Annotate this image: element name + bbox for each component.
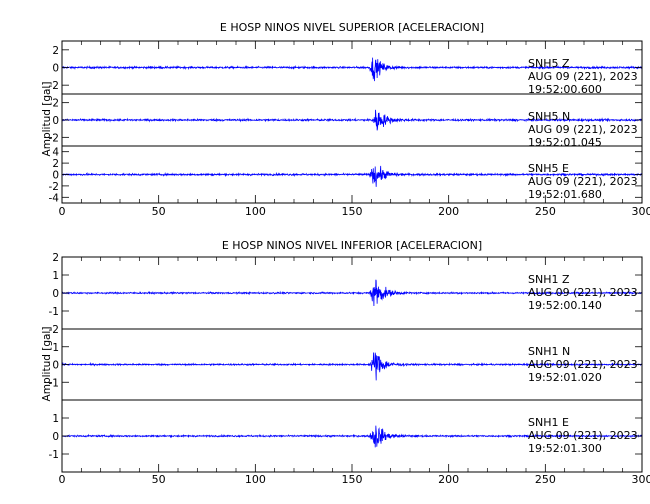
y-tick-label: -1: [49, 449, 59, 461]
station-label: SNH1 N: [528, 345, 570, 358]
y-tick-label: 2: [52, 45, 59, 57]
y-tick-label: -2: [49, 80, 59, 92]
x-tick-label: 50: [152, 205, 166, 218]
y-tick-label: 2: [52, 98, 59, 110]
station-label: SNH5 N: [528, 110, 570, 123]
y-tick-label: 0: [52, 170, 59, 182]
x-tick-label: 150: [342, 473, 363, 486]
y-tick-label: -1: [49, 306, 59, 318]
x-tick-label: 100: [245, 205, 266, 218]
station-label: AUG 09 (221), 2023: [528, 286, 638, 299]
x-tick-label: 300: [632, 205, 650, 218]
station-label: AUG 09 (221), 2023: [528, 70, 638, 83]
chart-title: E HOSP NINOS NIVEL INFERIOR [ACELERACION…: [222, 239, 482, 252]
station-label: 19:52:00.140: [528, 299, 602, 312]
station-label: SNH1 E: [528, 416, 569, 429]
station-label: 19:52:01.045: [528, 136, 602, 149]
y-axis-label: Amplitud [gal]: [41, 82, 53, 157]
station-label: AUG 09 (221), 2023: [528, 358, 638, 371]
x-tick-label: 50: [152, 473, 166, 486]
station-label: AUG 09 (221), 2023: [528, 429, 638, 442]
station-label: 19:52:01.020: [528, 371, 602, 384]
y-tick-label: 0: [52, 63, 59, 75]
y-tick-label: -2: [49, 132, 59, 144]
y-tick-label: 0: [52, 115, 59, 127]
x-tick-label: 0: [59, 205, 66, 218]
x-tick-label: 150: [342, 205, 363, 218]
y-tick-label: 2: [52, 158, 59, 170]
station-label: SNH1 Z: [528, 273, 570, 286]
x-tick-label: 0: [59, 473, 66, 486]
y-axis-label: Amplitud [gal]: [41, 327, 53, 402]
y-tick-label: 1: [52, 413, 59, 425]
y-tick-label: -4: [49, 192, 60, 204]
chart-title: E HOSP NINOS NIVEL SUPERIOR [ACELERACION…: [220, 21, 484, 34]
chart-2: E HOSP NINOS NIVEL INFERIOR [ACELERACION…: [41, 239, 650, 486]
station-label: AUG 09 (221), 2023: [528, 123, 638, 136]
x-tick-label: 250: [535, 473, 556, 486]
y-tick-label: 1: [52, 342, 59, 354]
chart-1: E HOSP NINOS NIVEL SUPERIOR [ACELERACION…: [41, 21, 650, 218]
y-tick-label: 0: [52, 431, 59, 443]
y-tick-label: 0: [52, 288, 59, 300]
x-tick-label: 200: [438, 205, 459, 218]
y-tick-label: -2: [49, 181, 59, 193]
y-tick-label: 0: [52, 360, 59, 372]
station-label: SNH5 E: [528, 162, 569, 175]
y-tick-label: 4: [52, 147, 59, 159]
y-tick-label: 1: [52, 270, 59, 282]
y-tick-label: 2: [52, 252, 59, 264]
x-tick-label: 250: [535, 205, 556, 218]
x-tick-label: 200: [438, 473, 459, 486]
station-label: SNH5 Z: [528, 57, 570, 70]
station-label: AUG 09 (221), 2023: [528, 175, 638, 188]
x-tick-label: 100: [245, 473, 266, 486]
y-tick-label: -2: [49, 324, 59, 336]
x-tick-label: 300: [632, 473, 650, 486]
y-tick-label: -1: [49, 377, 59, 389]
station-label: 19:52:01.300: [528, 442, 602, 455]
